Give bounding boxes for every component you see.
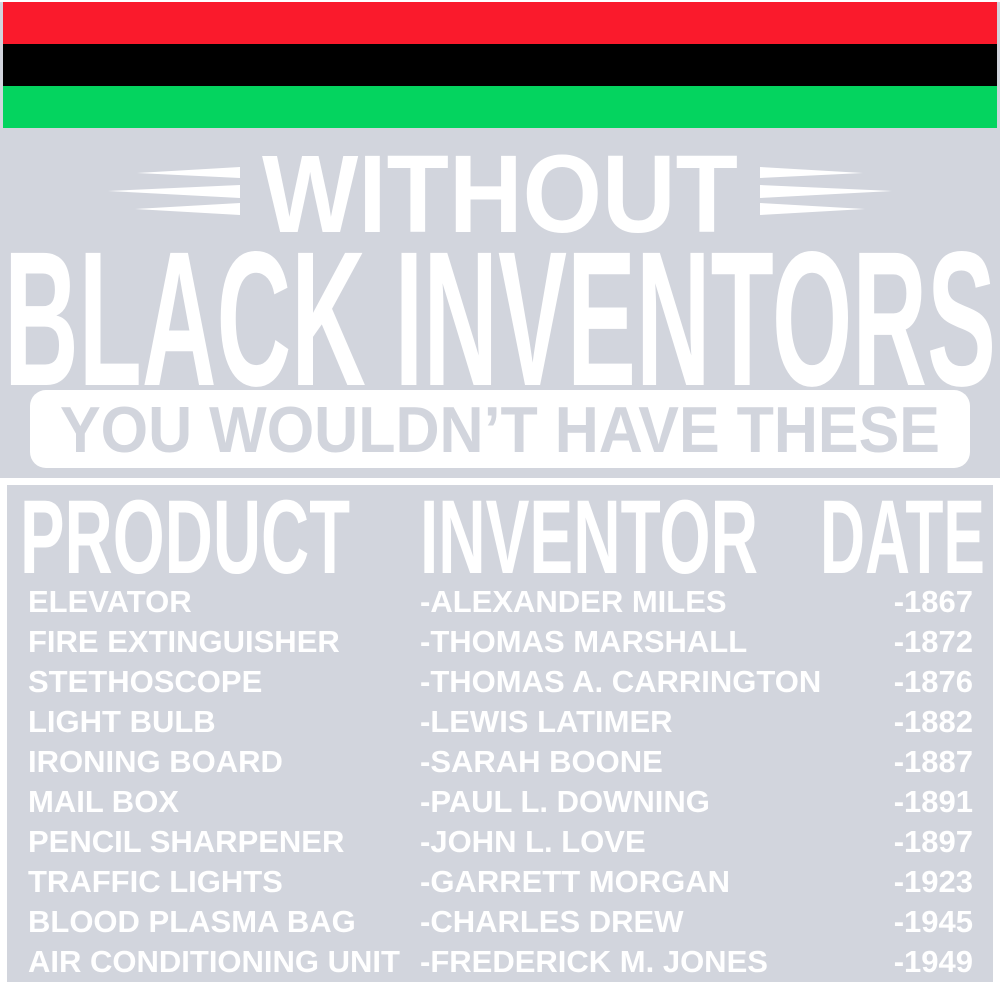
date-cell: -1876 [893,664,973,699]
product-cell: PENCIL SHARPENER [28,824,345,859]
table-row: LIGHT BULB -LEWIS LATIMER -1882 [0,702,1000,742]
date-cell: -1867 [893,584,973,619]
inventor-cell: -ALEXANDER MILES [420,584,727,619]
pan-african-flag [0,0,1000,128]
table-row: STETHOSCOPE -THOMAS A. CARRINGTON -1876 [0,662,1000,702]
date-cell: -1887 [893,744,973,779]
product-cell: STETHOSCOPE [28,664,263,699]
inventor-cell: -FREDERICK M. JONES [420,944,768,979]
product-cell: IRONING BOARD [28,744,283,779]
product-cell: FIRE EXTINGUISHER [28,624,340,659]
inventor-cell: -SARAH BOONE [420,744,663,779]
date-cell: -1945 [893,904,973,939]
flag-stripe-green [3,86,997,128]
hero-panel [0,128,1000,478]
date-cell: -1882 [893,704,973,739]
flag-stripes [3,2,997,128]
table-row: FIRE EXTINGUISHER -THOMAS MARSHALL -1872 [0,622,1000,662]
product-cell: MAIL BOX [28,784,179,819]
table-row: MAIL BOX -PAUL L. DOWNING -1891 [0,782,1000,822]
flag-stripe-red [3,2,997,44]
product-cell: TRAFFIC LIGHTS [28,864,283,899]
inventor-cell: -PAUL L. DOWNING [420,784,710,819]
table-panel [7,485,993,982]
date-cell: -1872 [893,624,973,659]
inventor-cell: -THOMAS MARSHALL [420,624,748,659]
table-row: PENCIL SHARPENER -JOHN L. LOVE -1897 [0,822,1000,862]
table-row: ELEVATOR -ALEXANDER MILES -1867 [0,582,1000,622]
product-cell: AIR CONDITIONING UNIT [28,944,400,979]
product-cell: ELEVATOR [28,584,192,619]
inventor-cell: -LEWIS LATIMER [420,704,673,739]
date-cell: -1923 [893,864,973,899]
date-cell: -1897 [893,824,973,859]
table-row: AIR CONDITIONING UNIT -FREDERICK M. JONE… [0,942,1000,982]
date-cell: -1949 [893,944,973,979]
inventor-cell: -THOMAS A. CARRINGTON [420,664,822,699]
product-cell: BLOOD PLASMA BAG [28,904,356,939]
date-cell: -1891 [893,784,973,819]
inventor-cell: -JOHN L. LOVE [420,824,646,859]
flag-stripe-black [3,44,997,86]
table-row: TRAFFIC LIGHTS -GARRETT MORGAN -1923 [0,862,1000,902]
product-cell: LIGHT BULB [28,704,216,739]
table-row: IRONING BOARD -SARAH BOONE -1887 [0,742,1000,782]
table-row: BLOOD PLASMA BAG -CHARLES DREW -1945 [0,902,1000,942]
inventors-table: ELEVATOR -ALEXANDER MILES -1867 FIRE EXT… [0,582,1000,982]
inventor-cell: -CHARLES DREW [420,904,684,939]
inventor-cell: -GARRETT MORGAN [420,864,730,899]
